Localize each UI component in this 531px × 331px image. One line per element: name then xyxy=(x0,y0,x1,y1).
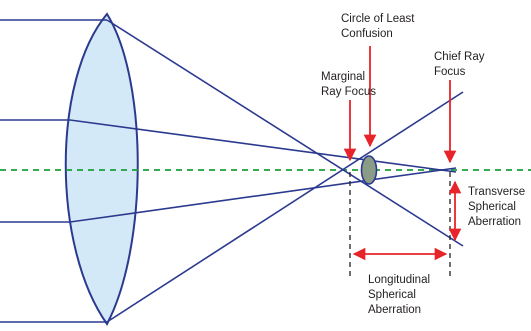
circle-least-confusion-line2: Confusion xyxy=(341,28,393,40)
dimension-guides xyxy=(349,172,451,278)
paraxial-ray-top xyxy=(69,119,457,173)
chief-ray-focus-line1: Chief Ray xyxy=(434,51,485,63)
paraxial-ray-bottom xyxy=(69,167,457,223)
longitudinal-aberration-line2: Spherical xyxy=(368,289,416,301)
marginal-ray-bottom xyxy=(106,91,464,323)
transverse-aberration-line2: Spherical xyxy=(468,201,516,213)
transverse-aberration-line3: Aberration xyxy=(468,216,521,228)
incoming-rays xyxy=(0,19,107,323)
chief-ray-focus-line2: Focus xyxy=(434,66,466,78)
longitudinal-aberration-label: Longitudinal Spherical Aberration xyxy=(368,274,433,316)
annotation-arrows xyxy=(343,46,462,261)
transverse-aberration-line1: Transverse xyxy=(468,186,525,198)
circle-least-confusion-line1: Circle of Least xyxy=(341,13,415,25)
marginal-ray-top xyxy=(106,19,464,247)
paraxial-rays xyxy=(69,119,457,223)
longitudinal-aberration-line1: Longitudinal xyxy=(368,274,430,286)
marginal-ray-focus-line2: Ray Focus xyxy=(321,86,376,98)
circle-least-confusion-label: Circle of Least Confusion xyxy=(341,13,418,40)
circle-of-least-confusion xyxy=(360,155,378,185)
longitudinal-aberration-line3: Aberration xyxy=(368,304,421,316)
transverse-aberration-label: Transverse Spherical Aberration xyxy=(468,186,528,228)
marginal-ray-focus-line1: Marginal xyxy=(321,71,365,83)
chief-ray-focus-label: Chief Ray Focus xyxy=(434,51,488,78)
biconvex-lens xyxy=(64,12,139,326)
marginal-ray-focus-label: Marginal Ray Focus xyxy=(321,71,376,98)
marginal-rays xyxy=(106,19,464,323)
